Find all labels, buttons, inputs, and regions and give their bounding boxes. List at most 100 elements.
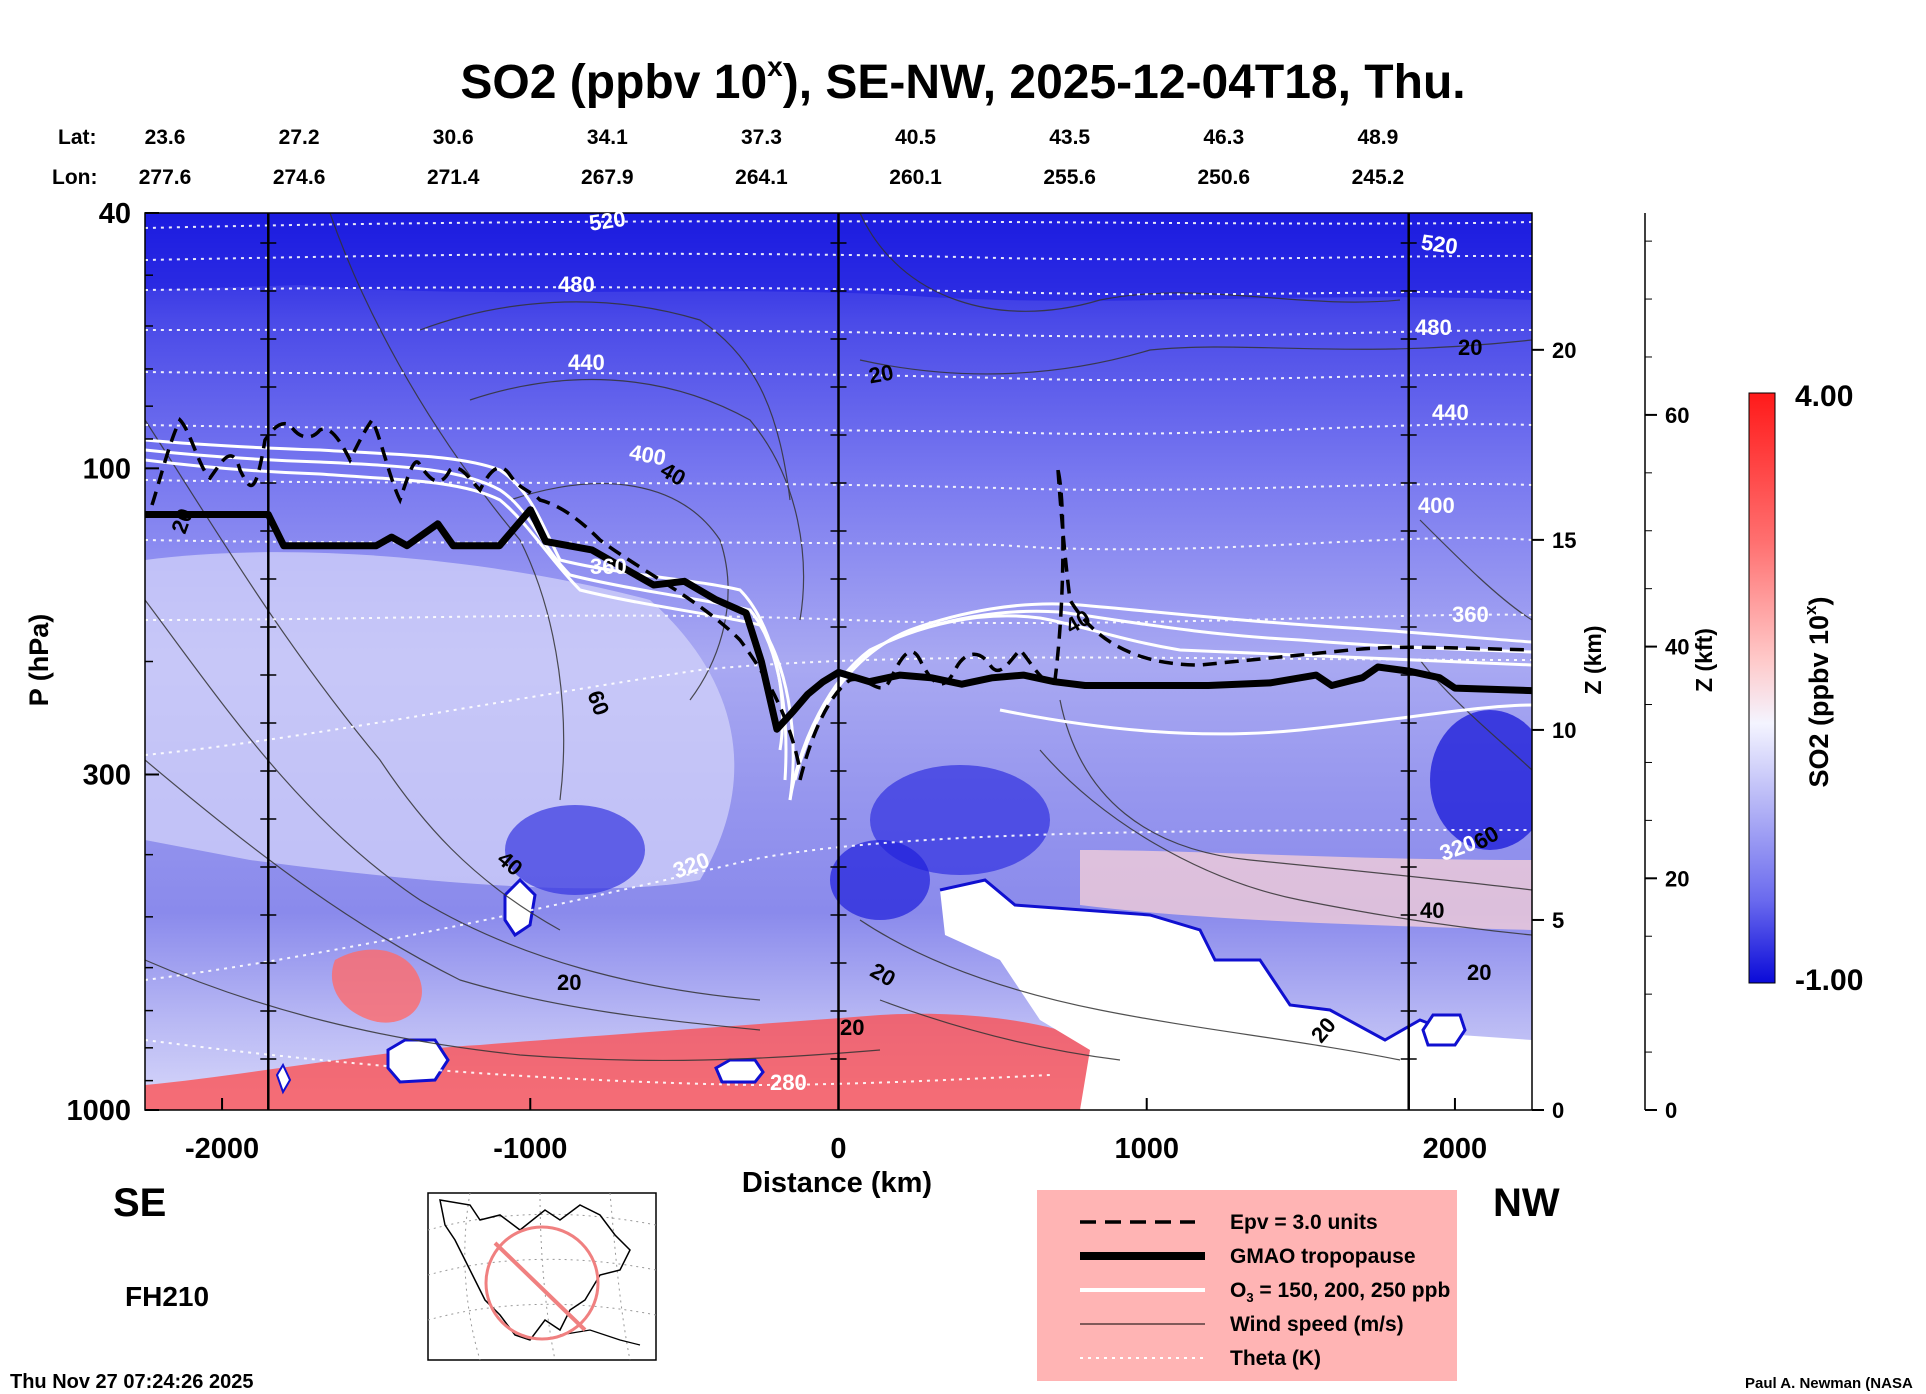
so2-red-patch [331,949,422,1023]
lat-value: 37.3 [741,126,782,149]
legend-ozone-rest: = 150, 200, 250 ppb [1254,1279,1451,1302]
theta-label: 520 [1419,229,1459,259]
lon-value: 250.6 [1197,166,1250,189]
wind-speed-label: 20 [557,970,581,995]
lon-value: 271.4 [427,166,480,189]
so2-blue-blob [830,840,930,920]
lon-value: 255.6 [1043,166,1096,189]
so2-blue-blob [870,765,1050,875]
colorbar-label-main: SO2 (ppbv 10 [1804,615,1834,788]
locator-map [427,1192,657,1361]
y-tick-label: 100 [83,453,131,485]
theta-label: 360 [590,554,627,579]
vertical-marker-lines [260,213,1417,1110]
wind-speed-label: 20 [867,360,895,389]
terrain-missing-data [939,878,1461,1042]
x-tick-label: -1000 [493,1133,567,1165]
theta-label: 360 [1452,602,1489,627]
x-tick-label: 2000 [1423,1133,1488,1165]
lon-value: 277.6 [139,166,192,189]
lon-value: 245.2 [1352,166,1405,189]
so2-blue-blob [1430,710,1532,850]
chart-title-main: SO2 (ppbv 10 [460,56,767,109]
lat-value: 34.1 [587,126,628,149]
gmao-tropopause-line [145,506,1532,733]
lon-value: 274.6 [273,166,326,189]
legend: Epv = 3.0 units GMAO tropopause O3 = 150… [1037,1190,1457,1381]
y-axis-label: P (hPa) [24,614,54,707]
lon-row-label: Lon: [52,166,97,189]
missing-data-pocket [714,1058,765,1084]
missing-data-pocket [386,1038,450,1084]
z-km-axis-label: Z (km) [1580,626,1606,695]
forecast-hour: FH210 [125,1281,209,1312]
z-kft-tick-label: 0 [1665,1098,1677,1123]
theta-label: 280 [770,1070,807,1095]
legend-ozone-o: O [1230,1279,1246,1302]
y-tick-label: 300 [83,759,131,791]
lat-value: 23.6 [145,126,186,149]
colorbar-min-label: -1.00 [1795,964,1863,997]
theta-label: 400 [1418,493,1455,518]
lon-value: 264.1 [735,166,788,189]
ozone-contours [145,438,1532,801]
lon-value: 260.1 [889,166,942,189]
colorbar-label-end: ) [1804,596,1834,605]
map-transect-line [493,1241,587,1332]
missing-data-pocket [1421,1013,1467,1047]
wind-speed-label: 20 [1458,335,1482,360]
lat-value: 46.3 [1203,126,1244,149]
z-kft-axis-label: Z (kft) [1691,628,1717,692]
legend-tropopause-label: GMAO tropopause [1230,1245,1416,1268]
plot-area [145,213,1532,1110]
colorbar-label-sup: x [1801,605,1820,615]
y-tick-label: 40 [99,198,131,230]
wind-speed-label: 20 [1467,960,1491,985]
legend-ozone-sub: 3 [1246,1290,1253,1305]
theta-label: 440 [568,350,605,375]
map-coastline [439,1199,631,1341]
map-range-circle [484,1225,600,1341]
wind-speed-label: 40 [1420,898,1444,923]
z-km-tick-label: 5 [1552,908,1564,933]
chart-title-sup: x [767,51,783,82]
lat-value: 43.5 [1049,126,1090,149]
z-kft-tick-label: 20 [1665,866,1689,891]
lat-value: 27.2 [279,126,320,149]
x-tick-label: 0 [830,1133,846,1165]
lat-value: 48.9 [1357,126,1398,149]
theta-label: 440 [1432,400,1469,425]
theta-label: 520 [587,206,627,236]
lat-value: 40.5 [895,126,936,149]
colorbar [1748,392,1776,984]
z-km-tick-label: 0 [1552,1098,1564,1123]
map-coastline [559,1329,641,1346]
colorbar-label: SO2 (ppbv 10x) [1801,596,1834,787]
y-axis: 40 100 300 1000 [66,198,159,1127]
lon-value: 267.9 [581,166,634,189]
x-axis-label: Distance (km) [742,1167,932,1199]
terrain-missing-data [940,880,1532,1110]
legend-ozone-label: O3 = 150, 200, 250 ppb [1230,1279,1450,1305]
z-km-tick-label: 20 [1552,338,1576,363]
wind-speed-label: 20 [840,1015,864,1040]
x-tick-label: -2000 [185,1133,259,1165]
lat-row-label: Lat: [58,126,97,149]
z-km-axis: 0 5 10 15 20 [1532,338,1576,1123]
wind-speed-contours [145,213,1532,1062]
theta-label: 480 [1415,315,1452,340]
locator-map-frame [427,1192,657,1361]
z-kft-tick-label: 40 [1665,635,1689,660]
legend-theta-label: Theta (K) [1230,1347,1321,1370]
y-tick-label: 1000 [66,1095,131,1127]
lat-lon-labels: 23.6 277.6 27.2 274.6 30.6 271.4 34.1 267.9 37.3… [139,126,1404,189]
so2-blue-blob [505,805,645,895]
z-km-tick-label: 10 [1552,718,1576,743]
z-kft-tick-label: 60 [1665,403,1689,428]
so2-red-surface-layer [145,1013,1090,1110]
direction-nw-label: NW [1493,1181,1560,1225]
timestamp: Thu Nov 27 07:24:26 2025 [10,1371,253,1393]
chart-title-rest: ), SE-NW, 2025-12-04T18, Thu. [783,56,1466,109]
chart-title: SO2 (ppbv 10x), SE-NW, 2025-12-04T18, Th… [460,51,1465,109]
